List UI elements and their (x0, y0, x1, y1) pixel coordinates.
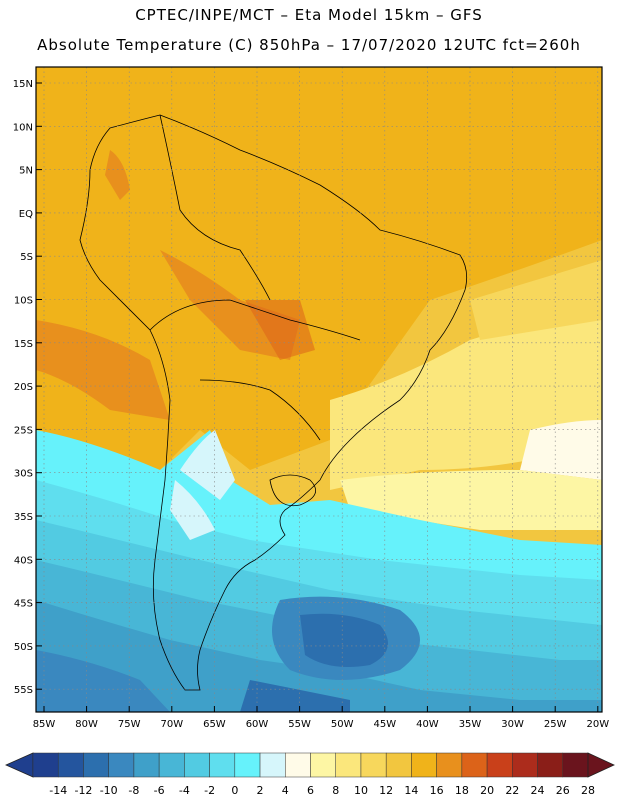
lat-tick-label: 30S (14, 469, 33, 480)
longitude-axis: 85W 80W 75W 70W 65W 60W 55W 50W 45W 40W 35W 30W 25W 2… (33, 706, 609, 730)
lon-tick-label: 85W (33, 719, 56, 730)
colorbar-label: 8 (332, 784, 339, 797)
colorbar-swatch (461, 752, 488, 778)
lon-tick-label: 40W (416, 719, 439, 730)
colorbar-label: -12 (74, 784, 92, 797)
colorbar-swatch (108, 752, 135, 778)
lat-tick-label: 45S (14, 599, 33, 610)
lon-tick-label: 45W (373, 719, 396, 730)
colorbar: -14 -12 -10 -8 -6 -4 -2 0 2 4 6 8 10 12 14 16 18 20 22 24 26… (5, 752, 615, 797)
colorbar-label: -8 (128, 784, 139, 797)
colorbar-swatch (310, 752, 336, 778)
lon-tick-label: 75W (118, 719, 141, 730)
colorbar-label: 20 (480, 784, 494, 797)
colorbar-swatch (184, 752, 210, 778)
colorbar-label: 12 (379, 784, 393, 797)
lat-tick-label: 15S (14, 339, 33, 350)
colorbar-swatch (83, 752, 109, 778)
map-subtitle: Absolute Temperature (C) 850hPa – 17/07/… (37, 36, 581, 54)
colorbar-swatch (486, 752, 513, 778)
map-title: CPTEC/INPE/MCT – Eta Model 15km – GFS (135, 6, 483, 24)
colorbar-swatch (335, 752, 362, 778)
lat-tick-label: 35S (14, 512, 33, 523)
colorbar-swatch (411, 752, 437, 778)
colorbar-arrow-high (587, 752, 615, 778)
colorbar-arrow-low (5, 752, 34, 778)
colorbar-label: 14 (404, 784, 418, 797)
colorbar-label: -4 (179, 784, 190, 797)
coastlines (79, 114, 468, 691)
lat-tick-label: 50S (14, 642, 33, 653)
colorbar-label: -14 (49, 784, 67, 797)
colorbar-label: 18 (455, 784, 469, 797)
lat-tick-label: 10N (13, 122, 33, 133)
latitude-axis: 15N 10N 5N EQ 5S 10S 15S 20S 25S 30S 35S 40S 45S 50S 5… (13, 79, 42, 696)
colorbar-swatch (57, 752, 84, 778)
colorbar-swatch (436, 752, 463, 778)
colorbar-label: 28 (581, 784, 595, 797)
colorbar-swatch (285, 752, 311, 778)
lon-tick-label: 80W (75, 719, 98, 730)
lon-tick-label: 70W (160, 719, 183, 730)
lon-tick-label: 35W (459, 719, 482, 730)
lat-tick-label: EQ (19, 209, 33, 220)
colorbar-label: 22 (505, 784, 519, 797)
colorbar-swatch (234, 752, 261, 778)
colorbar-swatch (32, 752, 59, 778)
temperature-field (36, 67, 602, 712)
colorbar-label: 10 (354, 784, 368, 797)
colorbar-swatch (512, 752, 538, 778)
colorbar-swatch (562, 752, 589, 778)
colorbar-swatch (133, 752, 160, 778)
lat-tick-label: 15N (13, 79, 33, 90)
colorbar-label: 26 (556, 784, 570, 797)
lon-tick-label: 50W (331, 719, 354, 730)
colorbar-label: 2 (257, 784, 264, 797)
lat-tick-label: 10S (14, 296, 33, 307)
colorbar-label: -2 (204, 784, 215, 797)
lat-tick-label: 5N (19, 166, 33, 177)
colorbar-swatch (209, 752, 236, 778)
lon-tick-label: 30W (501, 719, 524, 730)
lon-tick-label: 20W (586, 719, 609, 730)
colorbar-swatch (158, 752, 185, 778)
map-frame (35, 66, 603, 713)
colorbar-swatch (360, 752, 387, 778)
lat-tick-label: 40S (14, 555, 33, 566)
lon-tick-label: 60W (246, 719, 269, 730)
map-figure: 15N 10N 5N EQ 5S 10S 15S 20S 25S 30S 35S 40S 45S 50S 5… (0, 60, 618, 800)
lat-tick-label: 25S (14, 425, 33, 436)
colorbar-swatch (385, 752, 412, 778)
lon-tick-label: 25W (544, 719, 567, 730)
colorbar-label: 16 (430, 784, 444, 797)
colorbar-label: 0 (231, 784, 238, 797)
colorbar-swatch (259, 752, 286, 778)
colorbar-swatch (537, 752, 564, 778)
lat-tick-label: 5S (20, 252, 33, 263)
colorbar-label: -6 (154, 784, 165, 797)
colorbar-label: 24 (531, 784, 545, 797)
lon-tick-label: 65W (203, 719, 226, 730)
lat-tick-label: 55S (14, 685, 33, 696)
lon-tick-label: 55W (288, 719, 311, 730)
colorbar-label: 6 (307, 784, 314, 797)
colorbar-label: 4 (282, 784, 289, 797)
lat-tick-label: 20S (14, 382, 33, 393)
colorbar-label: -10 (100, 784, 118, 797)
